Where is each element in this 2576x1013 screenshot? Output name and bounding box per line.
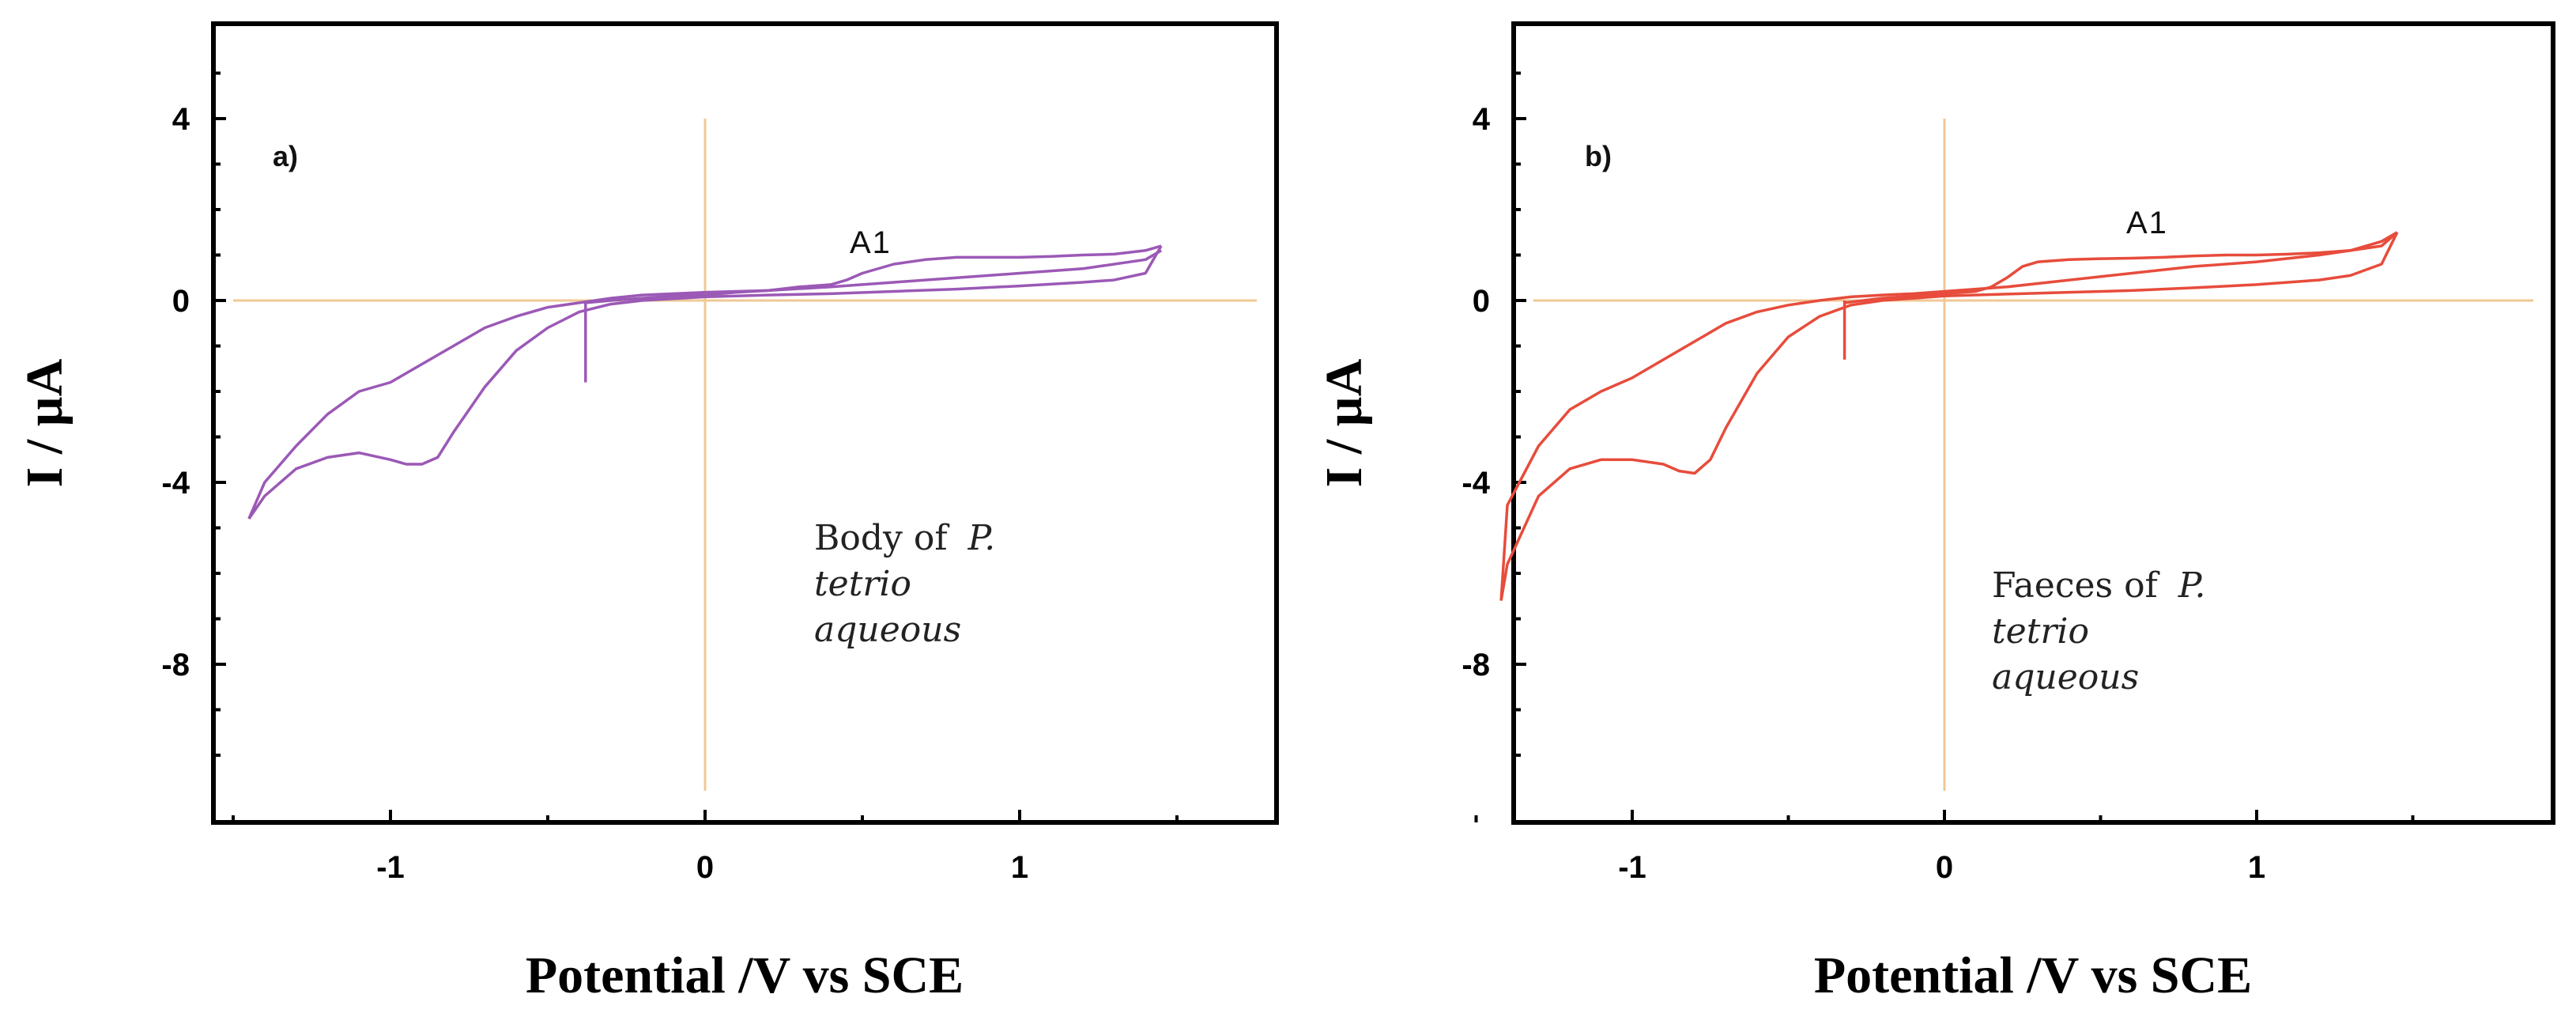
x-tick-label: 1 [2248, 850, 2265, 885]
panel-a: 4 0 -4 -8 -1 0 1 a) A1 Body of P. tetrio aqueou… [16, 21, 1279, 1004]
sample-label-line3: aqueous [1992, 657, 2139, 697]
plot-frame [1511, 21, 2555, 825]
plot-frame [211, 21, 1279, 825]
sample-label-line1: Body of [814, 518, 949, 558]
sample-label-species: P. [967, 518, 996, 558]
cv-series-return-scan [1499, 231, 2398, 601]
cv-series-forward-scan [1844, 231, 2398, 304]
y-tick-label: 0 [172, 284, 190, 319]
cv-series-reverse-scan [247, 245, 1163, 520]
sample-label-line1: Faeces of [1992, 565, 2160, 606]
x-tick-label: -1 [1618, 850, 1646, 885]
y-tick-label: 4 [172, 102, 190, 137]
y-tick-label: 4 [1473, 102, 1491, 137]
y-tick-label: -8 [161, 648, 190, 682]
panel-b: 4 0 -4 -8 -1 0 1 b) A1 Faeces of P. tetrio aque… [1315, 21, 2555, 1004]
panel-label: b) [1585, 140, 1612, 172]
peak-annotation-a1: A1 [850, 225, 892, 260]
sample-label-species: P. [2178, 565, 2206, 606]
sample-label-line2: tetrio [1992, 611, 2089, 652]
cv-series-forward-scan [585, 244, 1162, 304]
y-tick-label: -8 [1461, 648, 1490, 682]
cv-series-reverse-scan [1499, 232, 2399, 601]
y-tick-label: 0 [1473, 284, 1490, 319]
plot-layer: 4 0 -4 -8 -1 0 1 [1461, 71, 2533, 885]
y-tick-label: -4 [1461, 466, 1490, 501]
y-axis-title: I / µA [16, 358, 74, 487]
y-tick-label: -4 [161, 466, 190, 501]
x-axis-title: Potential /V vs SCE [526, 947, 964, 1004]
plot-layer: 4 0 -4 -8 -1 0 1 [161, 71, 1257, 885]
x-tick-label: 0 [696, 850, 714, 885]
sample-label-line3: aqueous [814, 610, 961, 650]
peak-annotation-a1: A1 [2126, 206, 2168, 240]
x-tick-label: 1 [1011, 850, 1028, 885]
y-axis-title: I / µA [1315, 358, 1373, 487]
sample-label: Faeces of P. tetrio aqueous [1992, 565, 2217, 697]
panel-label: a) [273, 140, 298, 172]
sample-label-line2: tetrio [814, 564, 911, 604]
x-tick-label: 0 [1936, 850, 1953, 885]
x-tick-label: -1 [376, 850, 405, 885]
cv-series-return-scan [247, 249, 1162, 520]
x-axis-title: Potential /V vs SCE [1814, 947, 2252, 1004]
sample-label: Body of P. tetrio aqueous [814, 518, 1006, 650]
